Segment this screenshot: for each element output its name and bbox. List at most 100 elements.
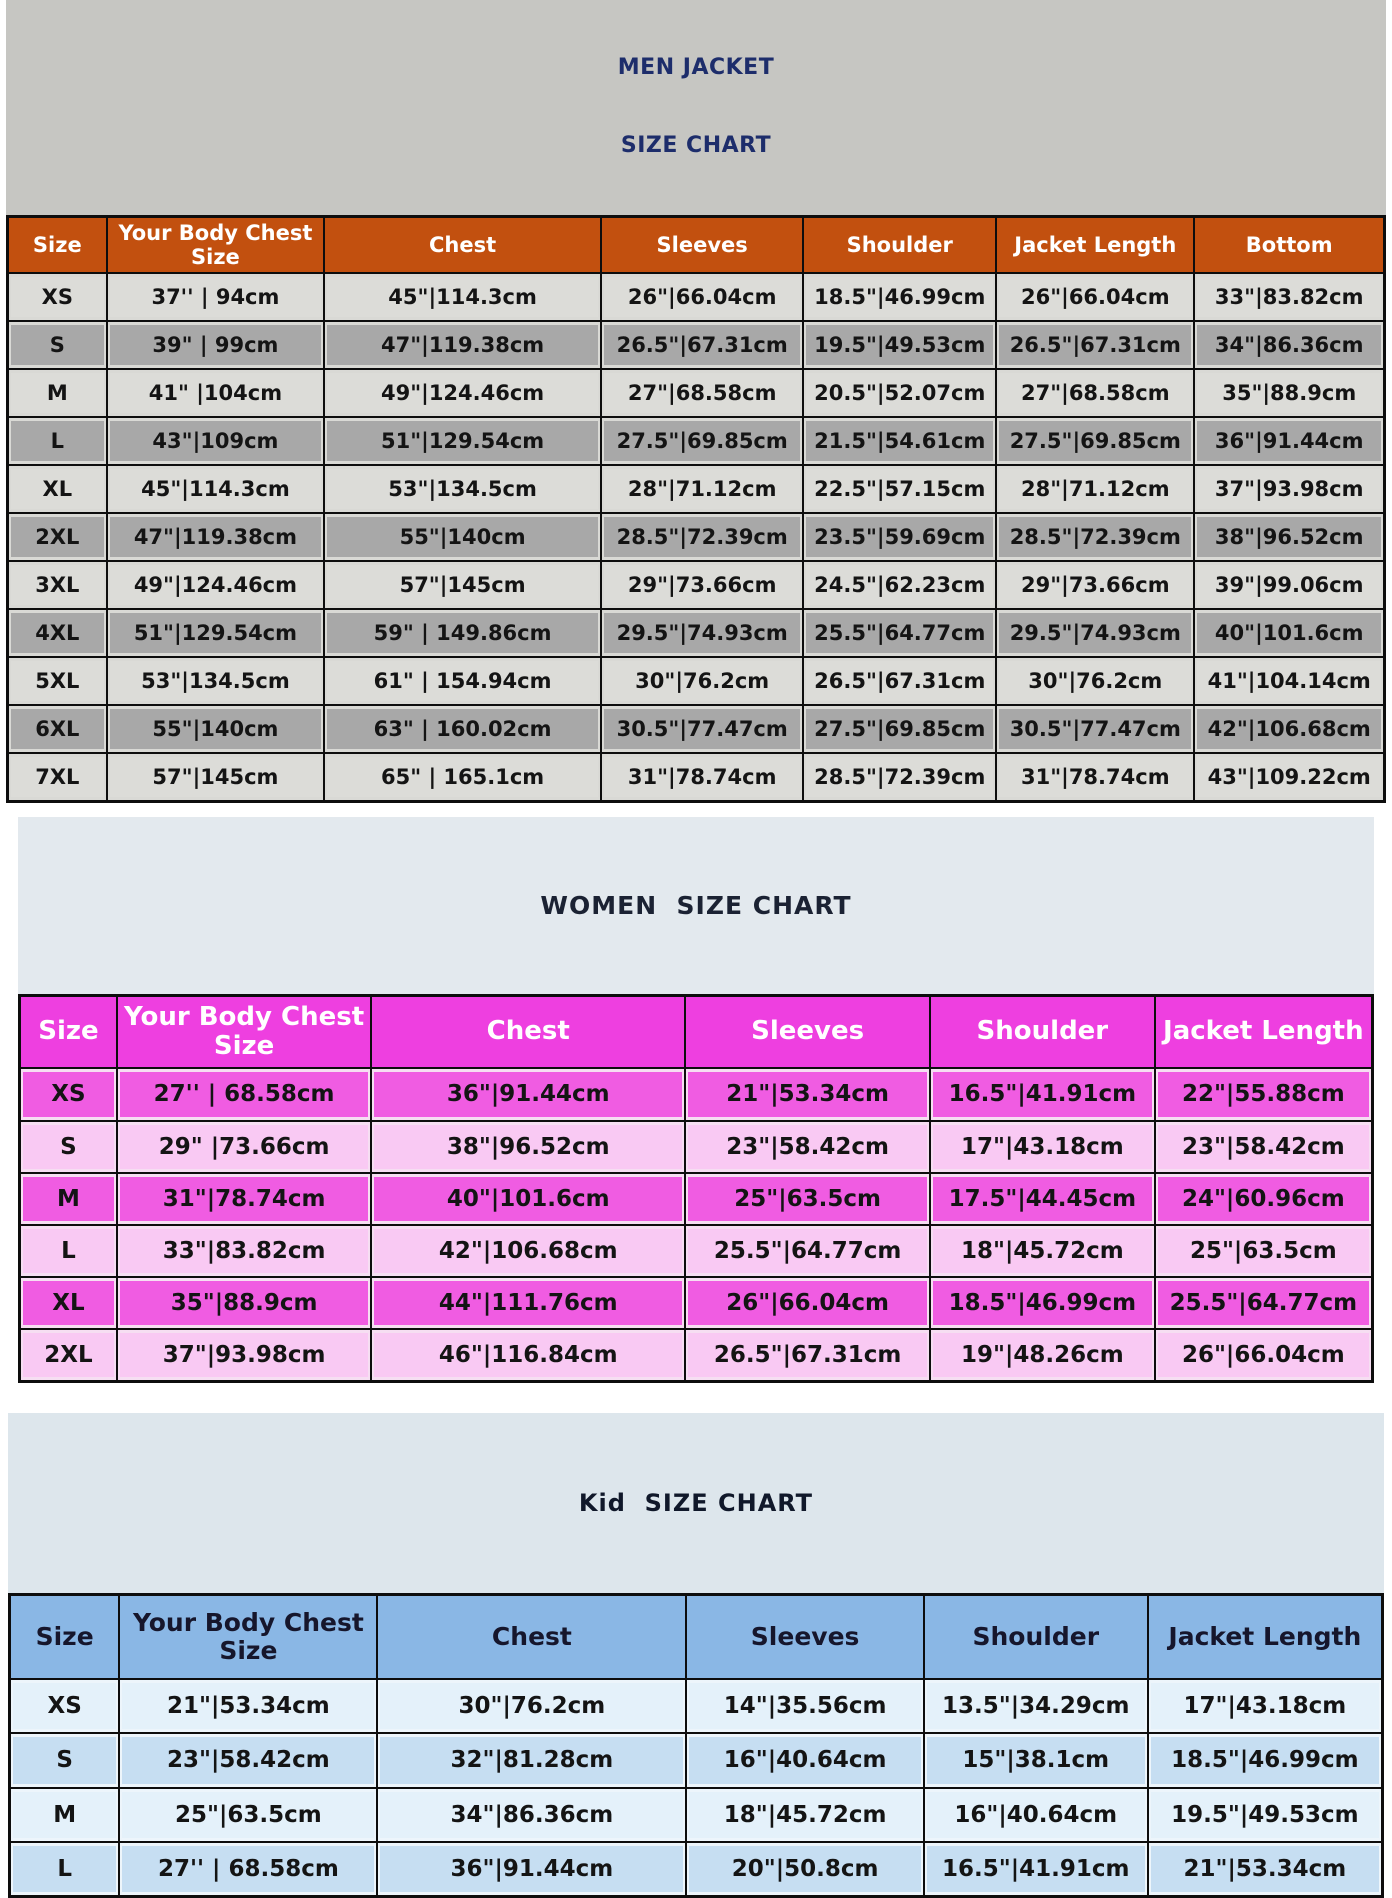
measurement-cell: 27.5"|69.85cm — [995, 416, 1196, 467]
column-header-label: Sleeves — [751, 1016, 865, 1047]
column-header-jacket-length: Jacket Length — [995, 215, 1196, 274]
measurement-value: 31"|78.74cm — [999, 757, 1192, 798]
measurement-value: 40"|101.6cm — [1197, 613, 1381, 654]
measurement-value: 65" | 165.1cm — [327, 757, 598, 798]
column-header-label: Shoulder — [976, 1016, 1109, 1047]
measurement-cell: 17"|43.18cm — [929, 1119, 1156, 1174]
measurement-cell: 42"|106.68cm — [1193, 704, 1386, 755]
measurement-value: 17.5"|44.45cm — [933, 1176, 1152, 1221]
measurement-value: 25"|63.5cm — [688, 1176, 928, 1221]
size-label: 2XL — [23, 1333, 114, 1378]
measurement-cell: 36"|91.44cm — [1193, 416, 1386, 467]
measurement-value: 44"|111.76cm — [374, 1280, 683, 1326]
column-header-sleeves: Sleeves — [684, 994, 932, 1070]
measurement-cell: 28.5"|72.39cm — [995, 512, 1196, 563]
table-row: 4XL 51"|129.54cm 59" | 149.86cm 29.5"|74.93… — [6, 608, 1386, 659]
measurement-cell: 30"|76.2cm — [995, 656, 1196, 707]
measurement-value: 26"|66.04cm — [1157, 1333, 1369, 1378]
measurement-value: 37"|93.98cm — [1197, 469, 1381, 510]
measurement-value: 63" | 160.02cm — [327, 709, 598, 750]
men-size-table: Size Your Body Chest Size Chest Sleeves Shou… — [6, 214, 1386, 804]
measurement-value: 20"|50.8cm — [689, 1845, 921, 1892]
men-header-row: Size Your Body Chest Size Chest Sleeves Shou… — [6, 215, 1386, 274]
measurement-value: 29"|73.66cm — [999, 565, 1192, 606]
measurement-cell: 61" | 154.94cm — [323, 656, 602, 707]
measurement-value: 36"|91.44cm — [1197, 421, 1381, 462]
size-cell: 7XL — [6, 752, 108, 803]
measurement-cell: 26.5"|67.31cm — [802, 656, 998, 707]
measurement-value: 37"|93.98cm — [119, 1333, 369, 1378]
measurement-cell: 39" | 99cm — [105, 319, 326, 371]
measurement-cell: 29.5"|74.93cm — [599, 608, 805, 659]
measurement-value: 20.5"|52.07cm — [806, 373, 994, 414]
measurement-value: 29.5"|74.93cm — [603, 613, 801, 654]
measurement-value: 35"|88.9cm — [119, 1280, 369, 1326]
measurement-cell: 34"|86.36cm — [376, 1786, 688, 1843]
size-label: S — [11, 324, 104, 365]
kid-chart-title: Kid SIZE CHART — [8, 1413, 1384, 1594]
column-header-label: Shoulder — [972, 1621, 1100, 1651]
measurement-value: 23"|58.42cm — [1157, 1124, 1369, 1169]
size-label: 5XL — [11, 661, 104, 702]
men-chart-title-line2: SIZE CHART — [620, 132, 772, 158]
size-cell: L — [6, 416, 108, 467]
measurement-cell: 27"|68.58cm — [995, 367, 1196, 419]
size-cell: 3XL — [6, 560, 108, 611]
measurement-cell: 18.5"|46.99cm — [929, 1275, 1156, 1331]
measurement-cell: 30"|76.2cm — [376, 1678, 688, 1735]
measurement-cell: 30.5"|77.47cm — [599, 704, 805, 755]
size-cell: 4XL — [6, 608, 108, 659]
measurement-value: 27.5"|69.85cm — [603, 421, 801, 462]
measurement-value: 41"|104.14cm — [1197, 661, 1381, 702]
measurement-value: 42"|106.68cm — [1197, 709, 1381, 750]
size-label: XL — [23, 1280, 114, 1326]
measurement-cell: 43"|109cm — [105, 416, 326, 467]
measurement-value: 35"|88.9cm — [1197, 373, 1381, 414]
measurement-cell: 26"|66.04cm — [1153, 1328, 1374, 1383]
measurement-cell: 21"|53.34cm — [118, 1678, 379, 1735]
measurement-cell: 29"|73.66cm — [599, 560, 805, 611]
size-label: M — [23, 1176, 114, 1221]
measurement-value: 26"|66.04cm — [688, 1280, 928, 1326]
size-label: L — [11, 421, 104, 462]
measurement-value: 18.5"|46.99cm — [806, 276, 994, 317]
measurement-value: 61" | 154.94cm — [327, 661, 598, 702]
measurement-value: 14"|35.56cm — [689, 1683, 921, 1730]
table-row: 7XL 57"|145cm 65" | 165.1cm 31"|78.74cm 28.5… — [6, 752, 1386, 803]
measurement-value: 45"|114.3cm — [327, 276, 598, 317]
measurement-cell: 16.5"|41.91cm — [929, 1067, 1156, 1122]
men-chart-title: MEN JACKET SIZE CHART — [6, 0, 1386, 215]
measurement-value: 22"|55.88cm — [1157, 1072, 1369, 1117]
measurement-value: 29"|73.66cm — [603, 565, 801, 606]
table-row: XL 35"|88.9cm 44"|111.76cm 26"|66.04cm 18.5"… — [18, 1275, 1374, 1331]
column-header-label: Your Body Chest Size — [118, 220, 313, 269]
size-label: XS — [23, 1072, 114, 1117]
measurement-cell: 36"|91.44cm — [376, 1840, 688, 1898]
measurement-value: 25"|63.5cm — [122, 1791, 375, 1838]
measurement-cell: 13.5"|34.29cm — [922, 1678, 1149, 1735]
column-header-your-body-chest-size: Your Body Chest Size — [115, 994, 373, 1070]
measurement-value: 27.5"|69.85cm — [806, 709, 994, 750]
column-header-label: Your Body Chest Size — [124, 1001, 365, 1062]
measurement-cell: 26.5"|67.31cm — [684, 1328, 932, 1383]
measurement-value: 17"|43.18cm — [1150, 1683, 1379, 1730]
kid-size-chart-section: Kid SIZE CHART Size Your Body Chest Size C… — [8, 1413, 1384, 1898]
size-label: 6XL — [11, 709, 104, 750]
column-header-label: Shoulder — [846, 232, 953, 257]
measurement-value: 45"|114.3cm — [109, 469, 322, 510]
measurement-cell: 44"|111.76cm — [370, 1275, 687, 1331]
column-header-chest: Chest — [376, 1593, 688, 1681]
measurement-cell: 19"|48.26cm — [929, 1328, 1156, 1383]
measurement-value: 30"|76.2cm — [999, 661, 1192, 702]
measurement-value: 47"|119.38cm — [109, 517, 322, 558]
measurement-cell: 23"|58.42cm — [1153, 1119, 1374, 1174]
measurement-value: 40"|101.6cm — [374, 1176, 683, 1221]
size-cell: 2XL — [18, 1328, 118, 1383]
column-header-size: Size — [6, 215, 108, 274]
measurement-cell: 28.5"|72.39cm — [802, 752, 998, 803]
table-row: S 39" | 99cm 47"|119.38cm 26.5"|67.31cm 19.5… — [6, 319, 1386, 371]
measurement-cell: 30.5"|77.47cm — [995, 704, 1196, 755]
measurement-cell: 17.5"|44.45cm — [929, 1171, 1156, 1226]
measurement-value: 30"|76.2cm — [603, 661, 801, 702]
measurement-value: 16.5"|41.91cm — [933, 1072, 1152, 1117]
